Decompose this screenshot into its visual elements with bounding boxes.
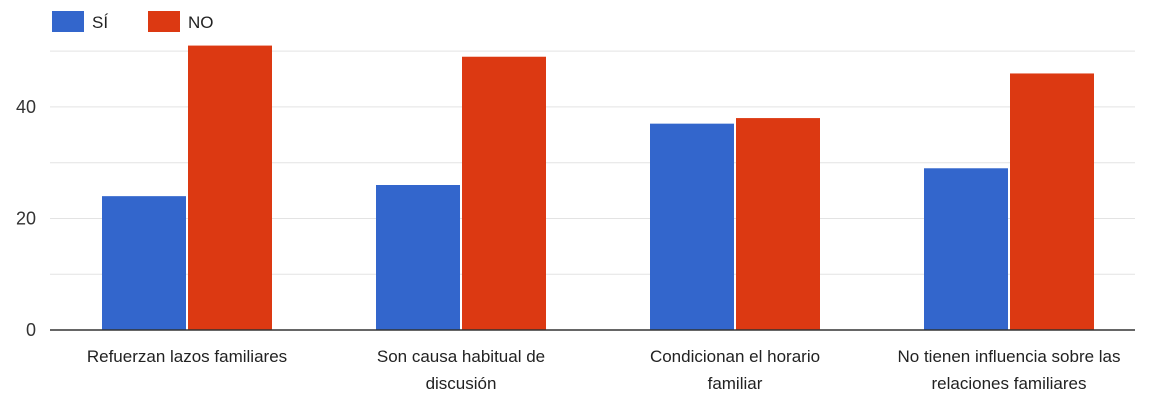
legend: SÍ NO [52,11,214,32]
bar-si-1 [102,196,186,330]
bar-no-4 [1010,73,1094,330]
bar-si-2 [376,185,460,330]
bar-no-2 [462,56,546,330]
y-tick-label: 40 [16,97,36,117]
bar-si-3 [650,123,734,331]
y-tick-label: 20 [16,208,36,228]
y-axis-ticks: 0 20 40 [16,97,36,340]
legend-swatch-si [52,11,84,32]
y-tick-label: 0 [26,320,36,340]
bars [102,45,1094,331]
bar-no-3 [736,118,820,330]
x-category-label: Son causa habitual de discusión [377,347,545,393]
x-category-label: Condicionan el horario familiar [650,347,820,393]
x-category-label: No tienen influencia sobre las relaciones… [897,347,1120,393]
x-axis-labels: Refuerzan lazos familiares Son causa habi… [87,347,1121,393]
bar-no-1 [188,45,272,330]
legend-swatch-no [148,11,180,32]
bar-si-4 [924,168,1008,330]
x-category-label: Refuerzan lazos familiares [87,347,287,366]
legend-label-si: SÍ [92,13,108,32]
legend-label-no: NO [188,13,214,32]
